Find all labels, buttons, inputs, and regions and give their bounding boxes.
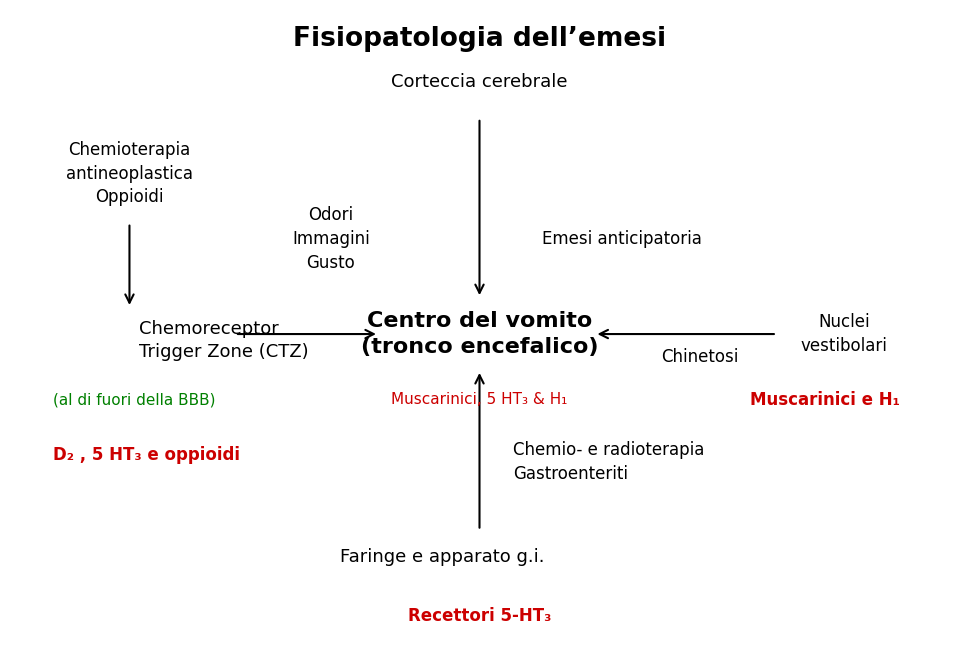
Text: Chemio- e radioterapia
Gastroenteriti: Chemio- e radioterapia Gastroenteriti bbox=[513, 441, 705, 483]
Text: Centro del vomito
(tronco encefalico): Centro del vomito (tronco encefalico) bbox=[361, 311, 598, 357]
Text: Chemioterapia
antineoplastica
Oppioidi: Chemioterapia antineoplastica Oppioidi bbox=[66, 141, 193, 206]
Text: Odori
Immagini
Gusto: Odori Immagini Gusto bbox=[292, 206, 370, 272]
Text: Chemoreceptor
Trigger Zone (CTZ): Chemoreceptor Trigger Zone (CTZ) bbox=[139, 320, 309, 362]
Text: Muscarinici, 5 HT₃ & H₁: Muscarinici, 5 HT₃ & H₁ bbox=[391, 392, 568, 407]
Text: Fisiopatologia dell’emesi: Fisiopatologia dell’emesi bbox=[292, 26, 667, 52]
Text: Nuclei
vestibolari: Nuclei vestibolari bbox=[801, 313, 887, 355]
Text: (al di fuori della BBB): (al di fuori della BBB) bbox=[53, 392, 215, 407]
Text: Recettori 5-HT₃: Recettori 5-HT₃ bbox=[408, 607, 551, 625]
Text: Faringe e apparato g.i.: Faringe e apparato g.i. bbox=[340, 548, 545, 566]
Text: Muscarinici e H₁: Muscarinici e H₁ bbox=[750, 390, 900, 409]
Text: Emesi anticipatoria: Emesi anticipatoria bbox=[542, 230, 702, 248]
Text: Chinetosi: Chinetosi bbox=[662, 348, 738, 366]
Text: Corteccia cerebrale: Corteccia cerebrale bbox=[391, 73, 568, 91]
Text: D₂ , 5 HT₃ e oppioidi: D₂ , 5 HT₃ e oppioidi bbox=[53, 446, 240, 464]
